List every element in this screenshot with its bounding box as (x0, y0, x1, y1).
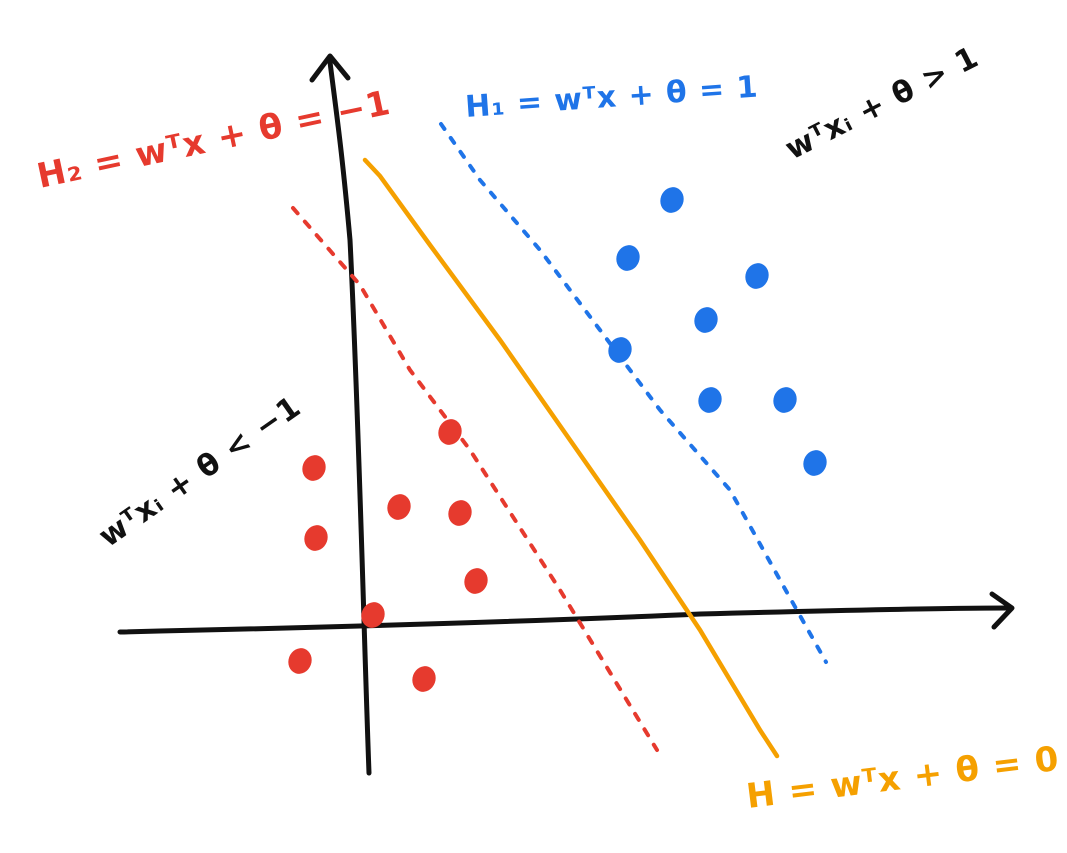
x-axis-arrowhead (989, 591, 1015, 630)
negative-point (387, 494, 411, 520)
positive-point (745, 263, 769, 289)
negative-point (464, 568, 488, 594)
positive-point (803, 450, 827, 476)
negative-point (288, 648, 312, 674)
positive-point (773, 387, 797, 413)
x-axis (117, 605, 1011, 635)
negative-point (361, 602, 385, 628)
positive-point (698, 387, 722, 413)
positive-point (608, 337, 632, 363)
negative-region-label: wᵀxᵢ + θ < −1 (93, 389, 308, 554)
decision-lines (291, 122, 828, 759)
y-axis (327, 59, 372, 776)
y-axis-arrowhead (309, 53, 351, 83)
positive-margin-label: H₁ = wᵀx + θ = 1 (464, 70, 759, 125)
negative-point (412, 666, 436, 692)
positive-point (616, 245, 640, 271)
negative-point (438, 419, 462, 445)
labels: H₂ = wᵀx + θ = −1 H₁ = wᵀx + θ = 1 H = w… (34, 40, 1062, 817)
hyperplane-line (362, 157, 780, 759)
negative-point (448, 500, 472, 526)
negative-margin-line (291, 206, 659, 752)
axes (117, 53, 1015, 776)
negative-point (302, 455, 326, 481)
positive-points (608, 187, 827, 476)
negative-point (304, 525, 328, 551)
positive-point (660, 187, 684, 213)
negative-points (288, 419, 488, 692)
positive-margin-line (439, 122, 828, 664)
positive-region-label: wᵀxᵢ + θ > 1 (780, 40, 985, 167)
hyperplane-label: H = wᵀx + θ = 0 (744, 739, 1061, 817)
positive-point (694, 307, 718, 333)
